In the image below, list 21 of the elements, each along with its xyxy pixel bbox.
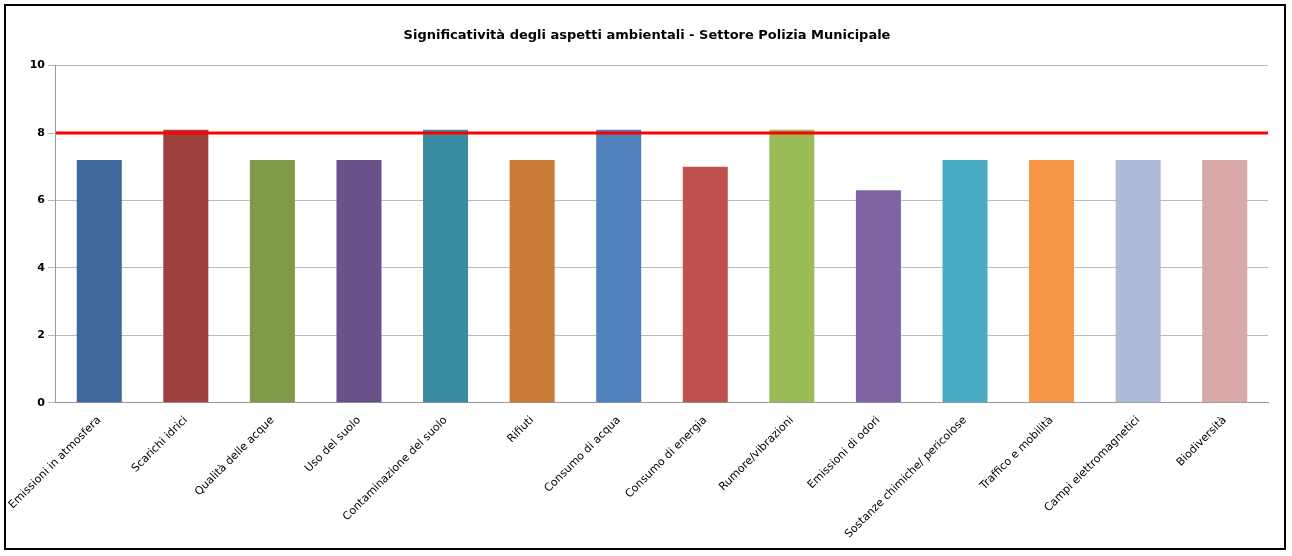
- bar: [769, 129, 815, 403]
- bar: [942, 160, 988, 403]
- bar: [1115, 160, 1161, 403]
- y-tick-label: 2: [37, 328, 45, 342]
- bar: [1029, 160, 1075, 403]
- bar: [1202, 160, 1248, 403]
- y-tick-label: 4: [37, 260, 46, 274]
- y-tick-label: 6: [37, 193, 46, 207]
- bar: [423, 129, 469, 403]
- y-tick-label: 0: [37, 395, 46, 409]
- bar: [76, 160, 122, 403]
- bar: [596, 129, 642, 403]
- y-tick-label: 10: [29, 58, 46, 72]
- bar: [855, 190, 901, 403]
- bar: [682, 166, 728, 403]
- chart-title: Significatività degli aspetti ambientali - Settore Polizia Municipale: [403, 27, 891, 43]
- bar: [249, 160, 295, 403]
- y-tick-label: 8: [37, 125, 45, 139]
- bar: [163, 129, 209, 403]
- bar: [509, 160, 555, 403]
- bar: [336, 160, 382, 403]
